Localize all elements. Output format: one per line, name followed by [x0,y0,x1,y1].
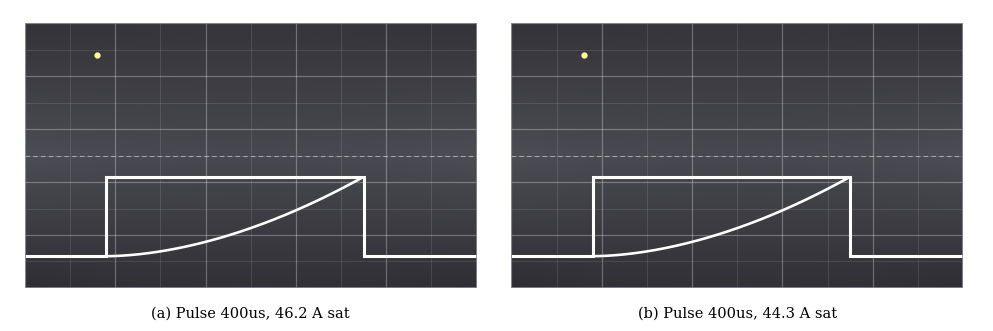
Text: (a) Pulse 400us, 46.2 A sat: (a) Pulse 400us, 46.2 A sat [151,307,351,321]
Text: (b) Pulse 400us, 44.3 A sat: (b) Pulse 400us, 44.3 A sat [638,307,837,321]
